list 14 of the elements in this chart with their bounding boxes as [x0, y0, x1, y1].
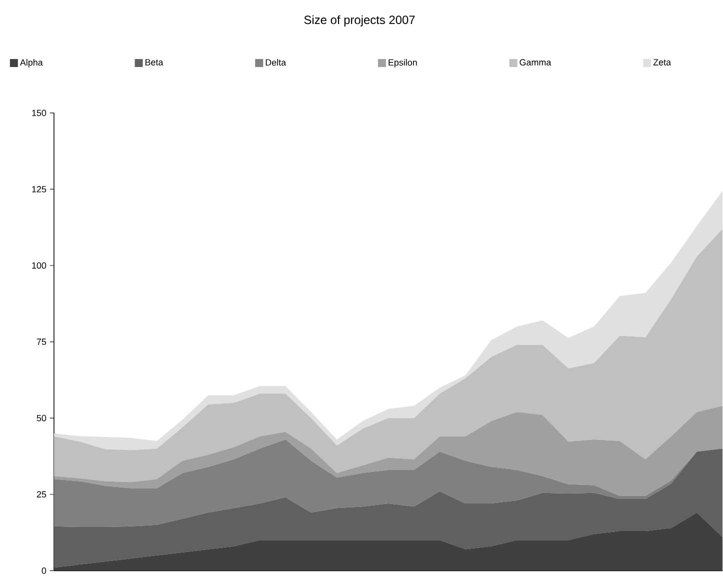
chart-title: Size of projects 2007 [304, 15, 415, 26]
legend-label: Delta [266, 58, 286, 66]
legend-label: Beta [146, 59, 164, 66]
legend-label: Alpha [20, 58, 43, 68]
y-tick-label: 150 [32, 110, 46, 116]
y-tick-label: 75 [36, 338, 46, 345]
y-tick-label: 50 [36, 414, 46, 422]
legend-label: Epsilon [388, 58, 417, 68]
y-tick-label: 100 [32, 262, 46, 269]
y-tick-label: 0 [42, 567, 46, 574]
y-tick-label: 25 [36, 491, 46, 498]
legend-label: Zeta [653, 59, 672, 66]
y-tick-label: 125 [32, 186, 46, 192]
legend-label: Gamma [520, 59, 552, 66]
